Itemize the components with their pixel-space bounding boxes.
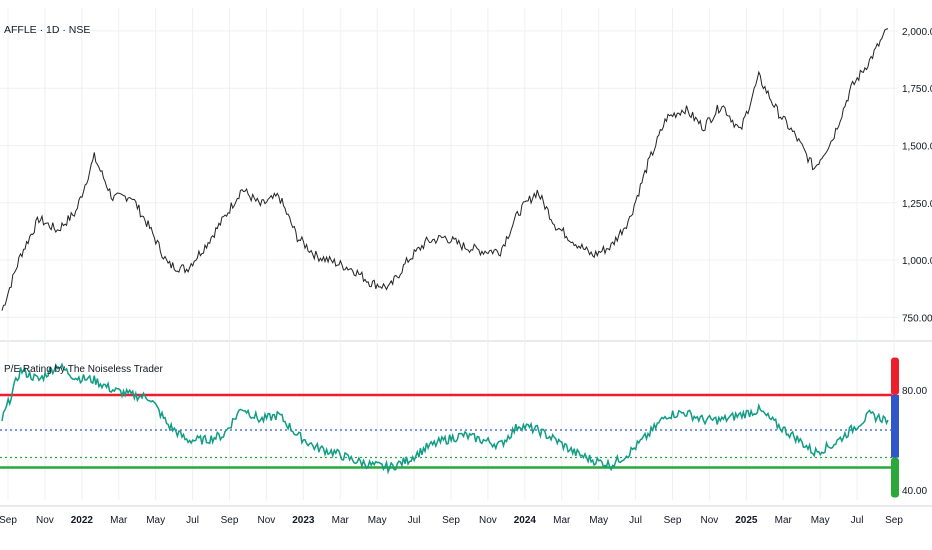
time-axis-label: 2024 [514, 515, 537, 526]
time-axis-label: Mar [332, 515, 350, 526]
indicator-title[interactable]: P/E Rating by The Noiseless Trader [4, 364, 163, 375]
indicator-axis-label: 40.00 [902, 486, 927, 497]
time-axis-label: Nov [701, 515, 719, 526]
indicator-pane[interactable] [0, 357, 899, 498]
undervalued-zone-bar [891, 457, 899, 498]
time-axis-label: 2025 [735, 515, 758, 526]
time-axis-label: Jul [186, 515, 199, 526]
time-axis-label: Sep [0, 515, 17, 526]
time-axis-label: 2022 [71, 515, 94, 526]
time-axis-label: Jul [851, 515, 864, 526]
time-axis-label: Jul [408, 515, 421, 526]
time-axis-label: Nov [479, 515, 497, 526]
indicator-axis-label: 80.00 [902, 386, 927, 397]
price-axis-label: 750.00 [902, 313, 932, 324]
grid-lines [0, 8, 932, 507]
symbol-header[interactable]: AFFLE · 1D · NSE [4, 24, 91, 36]
time-axis-label: Mar [553, 515, 571, 526]
time-axis-label: May [368, 515, 387, 526]
axis-labels: 2,000.00 1,750.00 1,500.00 1,250.00 1,000.00… [0, 27, 932, 526]
price-line[interactable] [1, 28, 889, 311]
overvalued-zone-bar [891, 357, 899, 395]
time-axis-label: Jul [629, 515, 642, 526]
time-axis-label: Mar [110, 515, 128, 526]
time-axis-label: Sep [442, 515, 460, 526]
time-axis-label: Mar [775, 515, 793, 526]
time-axis-label: May [811, 515, 830, 526]
price-axis-label: 2,000.00 [902, 27, 932, 38]
price-axis-label: 1,750.00 [902, 84, 932, 95]
time-axis-label: 2023 [292, 515, 315, 526]
time-axis-label: May [146, 515, 165, 526]
time-axis-label: Sep [664, 515, 682, 526]
time-axis-label: Sep [221, 515, 239, 526]
time-axis-label: Nov [36, 515, 54, 526]
price-axis-label: 1,500.00 [902, 142, 932, 153]
time-axis-label: Nov [258, 515, 276, 526]
time-axis-label: Sep [885, 515, 903, 526]
fair-zone-bar [891, 395, 899, 458]
price-axis-label: 1,250.00 [902, 199, 932, 210]
pe-rating-line[interactable] [1, 362, 889, 475]
price-axis-label: 1,000.00 [902, 256, 932, 267]
time-axis-label: May [589, 515, 608, 526]
price-pane[interactable] [1, 28, 889, 311]
